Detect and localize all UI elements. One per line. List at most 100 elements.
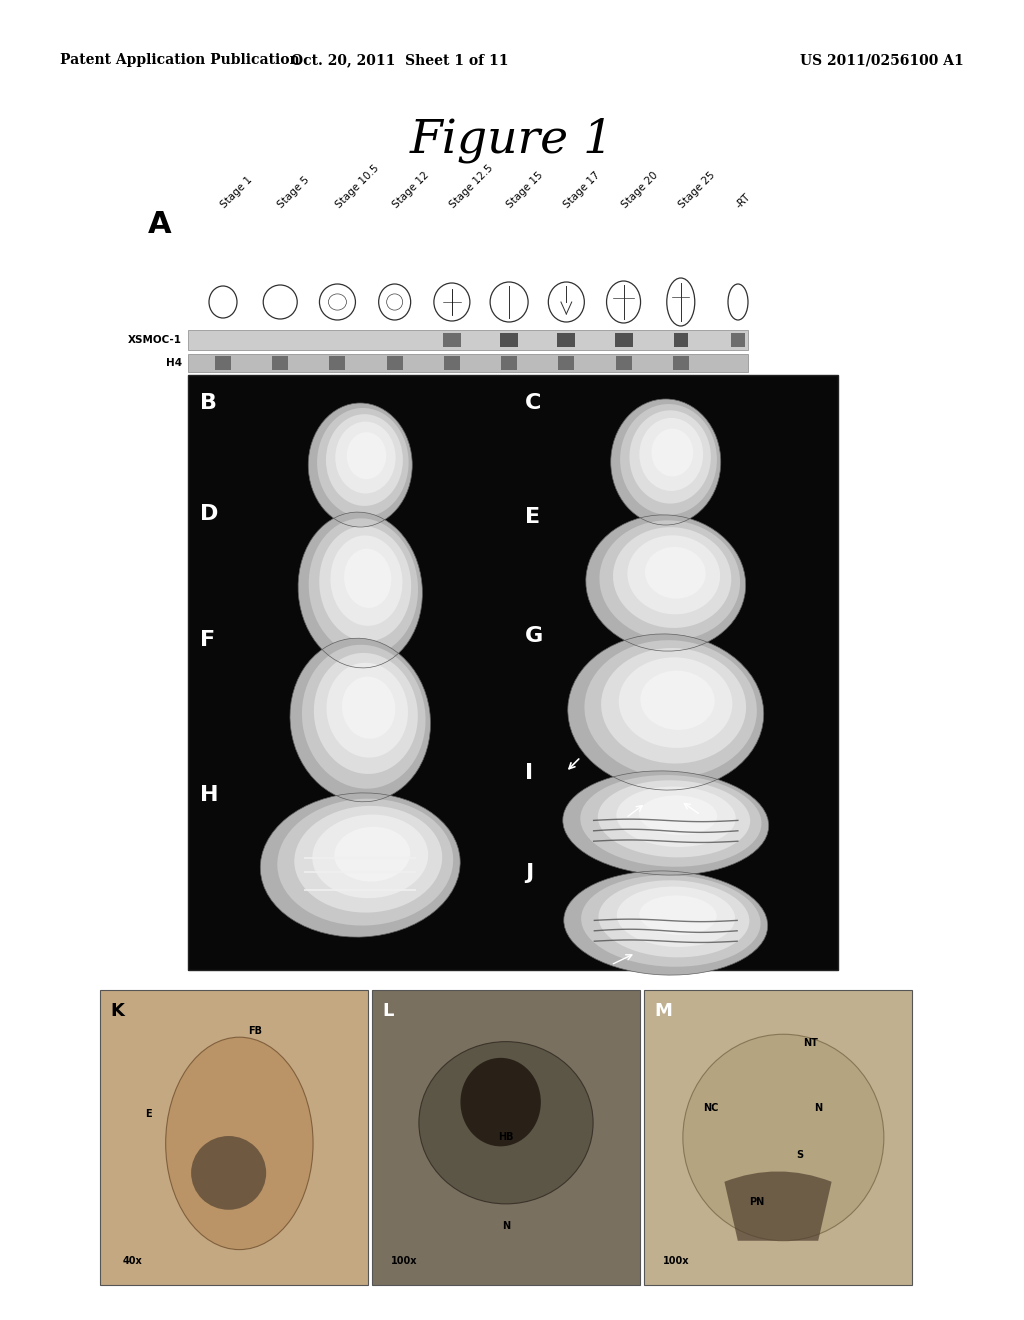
- Text: NT: NT: [803, 1038, 817, 1048]
- Ellipse shape: [290, 638, 430, 801]
- Ellipse shape: [326, 414, 402, 506]
- Ellipse shape: [651, 429, 693, 477]
- Ellipse shape: [308, 403, 413, 527]
- Bar: [615, 356, 632, 370]
- Ellipse shape: [563, 771, 769, 875]
- Ellipse shape: [601, 648, 746, 763]
- Bar: [443, 333, 461, 347]
- Ellipse shape: [639, 796, 717, 836]
- Text: Stage 10.5: Stage 10.5: [334, 162, 381, 210]
- Text: Stage 17: Stage 17: [562, 170, 602, 210]
- Bar: [330, 356, 345, 370]
- Bar: [215, 356, 231, 370]
- Text: I: I: [525, 763, 534, 783]
- Bar: [674, 333, 688, 347]
- Bar: [188, 330, 748, 350]
- Bar: [558, 356, 574, 370]
- Bar: [443, 356, 460, 370]
- Text: F: F: [200, 630, 215, 649]
- Ellipse shape: [319, 527, 412, 642]
- Text: 100x: 100x: [663, 1257, 689, 1266]
- Ellipse shape: [581, 775, 762, 867]
- Ellipse shape: [610, 399, 721, 525]
- Ellipse shape: [567, 634, 764, 791]
- Ellipse shape: [260, 793, 460, 937]
- Bar: [731, 333, 745, 347]
- Ellipse shape: [621, 404, 717, 515]
- Bar: [188, 354, 748, 372]
- Text: Stage 12: Stage 12: [391, 170, 431, 210]
- Bar: [501, 356, 517, 370]
- Ellipse shape: [335, 421, 395, 494]
- Text: H: H: [200, 785, 218, 805]
- Ellipse shape: [312, 814, 428, 898]
- Ellipse shape: [630, 411, 711, 504]
- Text: G: G: [525, 626, 544, 645]
- Text: Stage 25: Stage 25: [677, 170, 717, 210]
- Text: Stage 15: Stage 15: [505, 170, 545, 210]
- Ellipse shape: [616, 787, 736, 847]
- Bar: [372, 990, 640, 1284]
- Ellipse shape: [334, 826, 411, 882]
- Ellipse shape: [308, 519, 418, 656]
- Text: -RT: -RT: [734, 191, 753, 210]
- Text: N: N: [814, 1104, 822, 1113]
- Bar: [557, 333, 575, 347]
- Text: Stage 20: Stage 20: [620, 170, 659, 210]
- Ellipse shape: [582, 875, 761, 966]
- Ellipse shape: [585, 640, 757, 777]
- Text: C: C: [525, 393, 542, 413]
- Text: J: J: [525, 863, 534, 883]
- Bar: [272, 356, 288, 370]
- Ellipse shape: [586, 515, 745, 651]
- Text: N: N: [502, 1221, 510, 1232]
- Ellipse shape: [598, 780, 751, 858]
- Text: Figure 1: Figure 1: [410, 117, 614, 162]
- Text: Stage 5: Stage 5: [276, 174, 311, 210]
- Ellipse shape: [598, 880, 750, 957]
- Bar: [673, 356, 689, 370]
- Bar: [188, 375, 838, 970]
- Text: D: D: [200, 504, 218, 524]
- Ellipse shape: [278, 799, 454, 925]
- Text: Patent Application Publication: Patent Application Publication: [60, 53, 300, 67]
- Ellipse shape: [616, 887, 735, 946]
- Ellipse shape: [639, 418, 703, 491]
- Bar: [500, 333, 518, 347]
- Text: K: K: [110, 1002, 124, 1020]
- Bar: [614, 333, 633, 347]
- Ellipse shape: [639, 895, 717, 935]
- Ellipse shape: [331, 536, 402, 626]
- Text: Stage 12.5: Stage 12.5: [447, 162, 495, 210]
- Bar: [100, 990, 368, 1284]
- Text: Oct. 20, 2011  Sheet 1 of 11: Oct. 20, 2011 Sheet 1 of 11: [291, 53, 509, 67]
- Bar: [644, 990, 912, 1284]
- Text: H4: H4: [166, 358, 182, 368]
- Text: E: E: [145, 1109, 152, 1119]
- Ellipse shape: [191, 1137, 266, 1209]
- Text: S: S: [796, 1150, 803, 1160]
- Text: 100x: 100x: [391, 1257, 418, 1266]
- Text: 40x: 40x: [122, 1257, 142, 1266]
- Ellipse shape: [645, 546, 706, 599]
- Ellipse shape: [342, 677, 395, 739]
- Ellipse shape: [683, 1035, 884, 1241]
- Ellipse shape: [628, 536, 720, 614]
- Text: XSMOC-1: XSMOC-1: [128, 335, 182, 345]
- Ellipse shape: [613, 527, 731, 628]
- Ellipse shape: [640, 671, 715, 730]
- Text: NC: NC: [703, 1104, 719, 1113]
- Ellipse shape: [317, 408, 409, 517]
- Ellipse shape: [302, 644, 426, 788]
- Ellipse shape: [564, 871, 768, 975]
- Ellipse shape: [599, 520, 740, 640]
- Ellipse shape: [314, 653, 418, 774]
- Text: PN: PN: [749, 1197, 764, 1208]
- Ellipse shape: [298, 512, 422, 668]
- Text: FB: FB: [249, 1027, 262, 1036]
- Ellipse shape: [419, 1041, 593, 1204]
- Bar: [387, 356, 402, 370]
- Text: B: B: [200, 393, 217, 413]
- Text: L: L: [382, 1002, 393, 1020]
- Ellipse shape: [344, 549, 391, 609]
